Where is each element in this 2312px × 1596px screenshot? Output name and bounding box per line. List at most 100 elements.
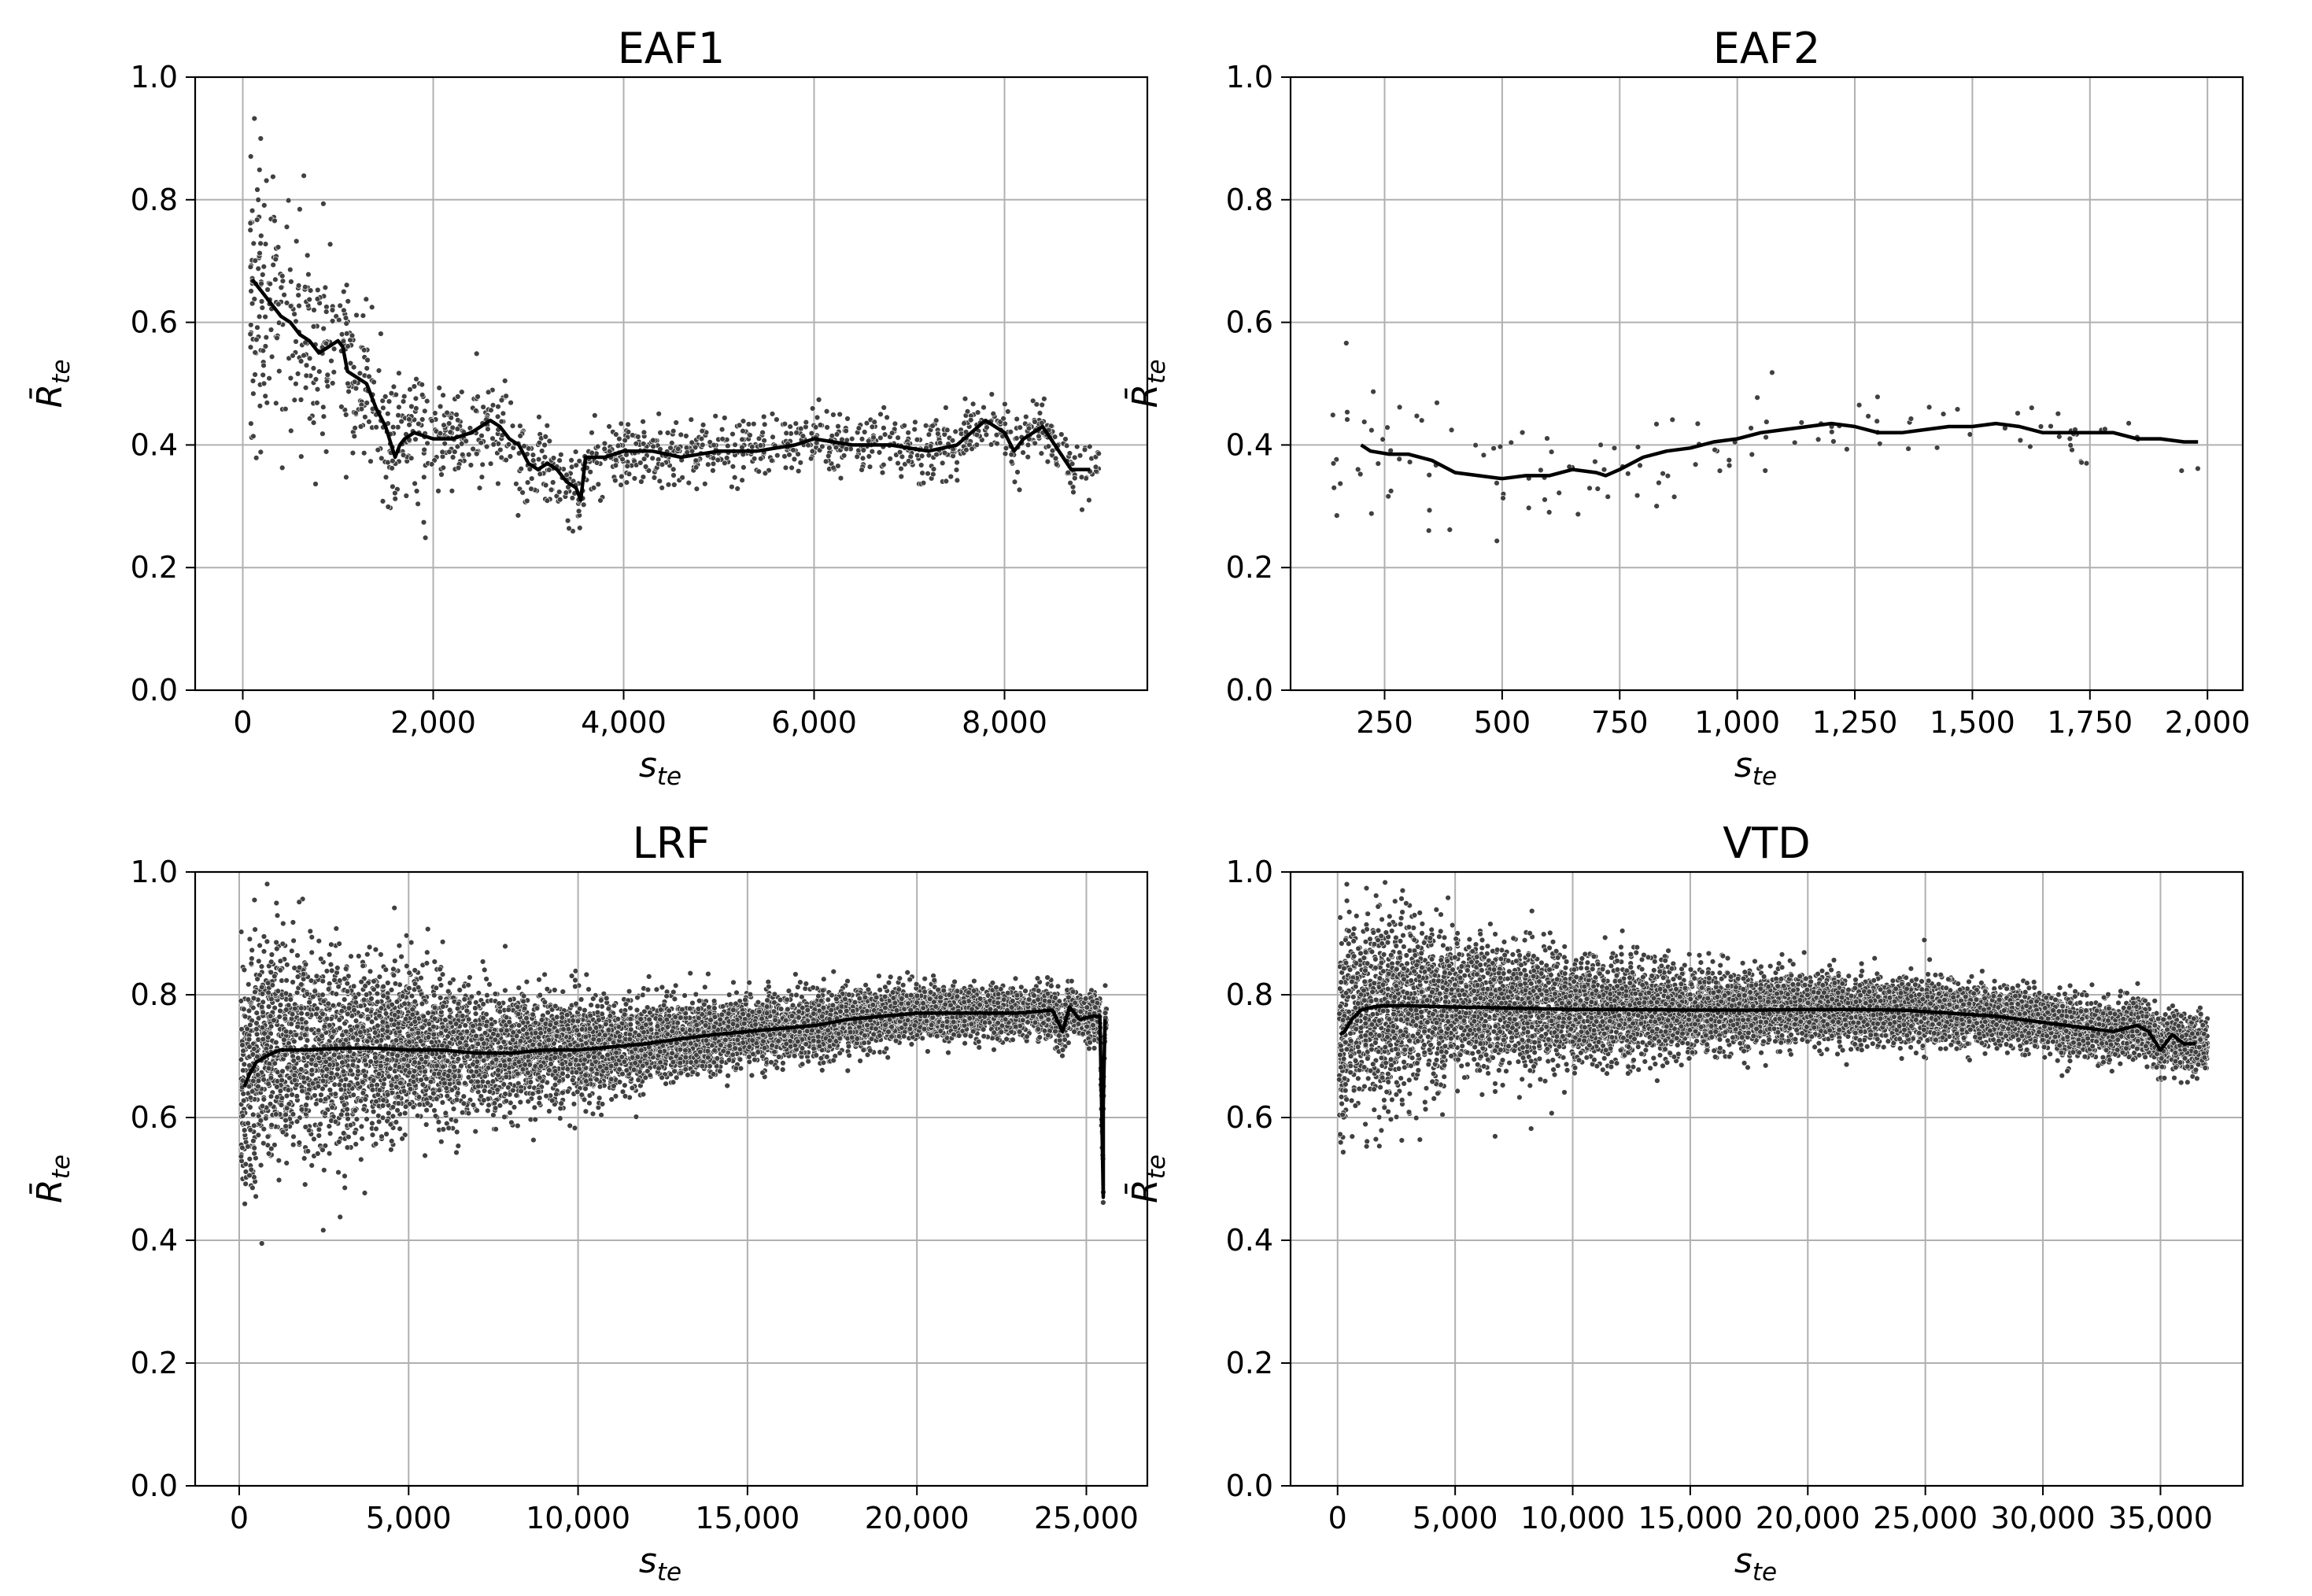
scatter-point	[933, 417, 940, 423]
scatter-point	[944, 427, 951, 434]
scatter-point	[343, 474, 349, 481]
scatter-point	[257, 250, 263, 257]
scatter-point	[745, 421, 752, 427]
scatter-point	[1556, 490, 1562, 496]
scatter-point	[260, 272, 266, 278]
scatter-point	[287, 267, 294, 273]
scatter-point	[1830, 438, 1837, 445]
scatter-point	[390, 457, 396, 464]
scatter-point	[871, 419, 877, 425]
scatter-point	[723, 455, 730, 461]
scatter-point	[361, 449, 367, 456]
scatter-point	[758, 456, 764, 462]
scatter-point	[1002, 450, 1009, 457]
scatter-point	[933, 451, 940, 458]
scatter-point	[1337, 480, 1343, 487]
scatter-point	[294, 973, 301, 980]
scatter-point	[1671, 493, 1678, 500]
scatter-point	[290, 979, 296, 985]
scatter-point	[419, 382, 425, 388]
scatter-point	[795, 467, 802, 475]
scatter-point	[1361, 419, 1368, 425]
scatter-point	[860, 447, 867, 453]
scatter-point	[1387, 488, 1394, 494]
scatter-point	[1000, 416, 1006, 422]
scatter-point	[624, 463, 630, 469]
scatter-point	[1385, 493, 1391, 500]
scatter-point	[1044, 458, 1051, 465]
scatter-point	[1077, 453, 1084, 459]
scatter-point	[270, 261, 276, 268]
scatter-point	[351, 433, 357, 439]
scatter-point	[338, 404, 345, 410]
scatter-point	[877, 411, 884, 418]
scatter-point	[524, 497, 530, 504]
scatter-point	[247, 344, 254, 350]
scatter-point	[692, 444, 699, 451]
scatter-point	[670, 466, 677, 473]
scatter-point	[293, 338, 299, 345]
scatter-point	[474, 450, 480, 457]
scatter-point	[962, 396, 969, 402]
scatter-point	[1086, 1045, 1092, 1052]
scatter-point	[848, 435, 855, 442]
scatter-point	[375, 446, 381, 453]
scatter-point	[1052, 455, 1059, 462]
scatter-point	[270, 173, 276, 180]
scatter-point	[681, 992, 688, 999]
scatter-point	[288, 279, 294, 285]
scatter-point	[1653, 503, 1660, 509]
scatter-point	[711, 441, 717, 449]
scatter-point	[635, 434, 641, 440]
scatter-point	[275, 320, 283, 326]
scatter-point	[592, 412, 598, 419]
scatter-point	[508, 1119, 515, 1126]
scatter-point	[294, 371, 301, 377]
scatter-point	[288, 427, 294, 434]
scatter-point	[664, 430, 671, 436]
scatter-point	[369, 1132, 376, 1138]
scatter-point	[396, 404, 402, 410]
scatter-point	[922, 423, 929, 429]
scatter-point	[328, 357, 334, 364]
scatter-point	[500, 410, 507, 416]
scatter-point	[401, 393, 408, 400]
scatter-point	[453, 412, 460, 418]
scatter-point	[536, 414, 542, 420]
scatter-point	[1448, 427, 1455, 434]
scatter-point	[254, 324, 260, 331]
scatter-point	[1025, 425, 1032, 431]
scatter-point	[287, 375, 294, 382]
scatter-point	[1764, 419, 1770, 425]
scatter-point	[272, 276, 279, 283]
scatter-point	[597, 497, 604, 504]
scatter-point	[517, 433, 523, 439]
scatter-point	[719, 436, 726, 442]
scatter-point	[746, 979, 752, 986]
scatter-point	[260, 371, 266, 379]
y-axis-label: R̄te	[28, 360, 76, 408]
scatter-point	[331, 345, 338, 353]
x-tick-label: 1,500	[1930, 705, 2015, 740]
scatter-point	[295, 283, 302, 289]
scatter-point	[445, 420, 452, 427]
scatter-point	[438, 471, 445, 478]
scatter-point	[786, 452, 792, 458]
scatter-point	[480, 404, 486, 410]
scatter-point	[1908, 416, 1915, 422]
scatter-point	[1375, 460, 1382, 467]
scatter-point	[487, 460, 494, 467]
scatter-point	[425, 1010, 431, 1016]
scatter-point	[731, 474, 738, 481]
scatter-point	[285, 198, 292, 204]
scatter-point	[1594, 486, 1601, 492]
scatter-point	[352, 425, 358, 431]
scatter-point	[320, 404, 327, 410]
scatter-point	[2056, 434, 2063, 440]
scatter-point	[564, 517, 571, 524]
scatter-point	[341, 307, 347, 314]
scatter-point	[258, 298, 265, 305]
scatter-point	[364, 1116, 370, 1122]
scatter-point	[268, 327, 275, 333]
scatter-point	[1014, 416, 1020, 423]
